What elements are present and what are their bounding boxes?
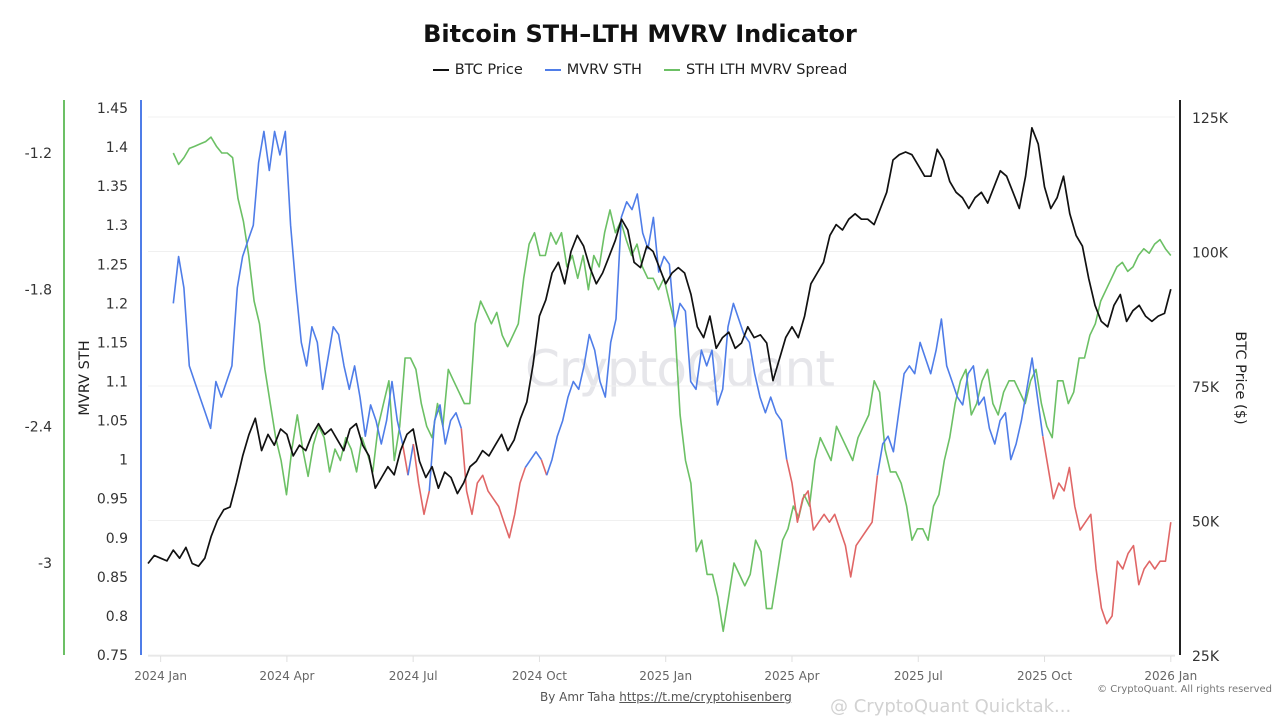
- price-tick-label: 125K: [1192, 111, 1229, 127]
- series-segment-mvrv-sth: [876, 318, 1044, 476]
- x-tick-label: 2024 Apr: [259, 669, 314, 683]
- mvrv-tick-label: 1.15: [97, 335, 128, 351]
- mvrv-tick-label: 0.8: [106, 609, 128, 625]
- price-tick-label: 25K: [1192, 649, 1220, 665]
- series-segment-mvrv-below-one: [401, 443, 409, 476]
- mvrv-tick-label: 1.05: [97, 414, 128, 430]
- legend-item-spread[interactable]: STH LTH MVRV Spread: [663, 62, 848, 78]
- mvrv-tick-label: 1.1: [106, 375, 128, 391]
- footer-link[interactable]: https://t.me/cryptohisenberg: [619, 690, 792, 704]
- series-segment-mvrv-sth: [407, 443, 415, 476]
- gridlines: [148, 116, 1175, 656]
- series-segment-mvrv-below-one: [1042, 436, 1172, 625]
- series-line-btc-price: [147, 126, 1172, 568]
- mvrv-tick-label: 0.75: [97, 648, 128, 664]
- series-segment-mvrv-below-one: [460, 428, 527, 539]
- axes: [63, 100, 1181, 662]
- mvrv-axis-title: MVRV STH: [77, 340, 93, 415]
- series-segment-mvrv-sth: [172, 130, 404, 445]
- footer-byline: By Amr Taha: [540, 690, 616, 704]
- price-tick-label: 50K: [1192, 515, 1220, 531]
- price-tick-label: 75K: [1192, 380, 1220, 396]
- legend-swatch-btc-price: [432, 69, 449, 71]
- series-segment-mvrv-sth: [524, 451, 542, 468]
- x-tick-label: 2024 Jan: [134, 669, 187, 683]
- copyright-text: © CryptoQuant. All rights reserved: [1097, 684, 1272, 695]
- series-lines: [147, 126, 1172, 633]
- mvrv-tick-label: 1.35: [97, 179, 128, 195]
- x-tick-label: 2025 Apr: [764, 669, 819, 683]
- legend-item-mvrv-sth[interactable]: MVRV STH: [544, 62, 642, 78]
- x-tick-label: 2024 Jul: [389, 669, 438, 683]
- x-tick-label: 2026 Jan: [1144, 669, 1197, 683]
- x-tick-label: 2025 Jan: [639, 669, 692, 683]
- footer-credit: By Amr Taha https://t.me/cryptohisenberg: [540, 690, 792, 704]
- series-segment-mvrv-below-one: [785, 459, 879, 578]
- price-tick-label: 100K: [1192, 246, 1229, 262]
- series-segment-mvrv-sth: [428, 404, 463, 491]
- legend-label-mvrv-sth: MVRV STH: [566, 62, 642, 78]
- legend-label-btc-price: BTC Price: [454, 62, 523, 78]
- mvrv-tick-label: 1.25: [97, 257, 128, 273]
- mvrv-tick-label: 0.95: [97, 492, 128, 508]
- spread-tick-label: -2.4: [25, 419, 52, 435]
- tick-labels: -1.2 -1.8 -2.4 -3 1.45 1.4 1.35 1.3 1.25 1.2 1.15 1…: [25, 101, 1248, 683]
- legend-item-btc-price[interactable]: BTC Price: [432, 62, 523, 78]
- mvrv-tick-label: 0.9: [106, 531, 128, 547]
- chart-legend: BTC Price MVRV STH STH LTH MVRV Spread: [0, 62, 1280, 78]
- x-tick-label: 2025 Oct: [1017, 669, 1072, 683]
- chart-title: Bitcoin STH–LTH MVRV Indicator: [423, 20, 857, 48]
- x-tick-label: 2025 Jul: [894, 669, 943, 683]
- mvrv-tick-label: 1: [119, 453, 128, 469]
- spread-tick-label: -1.2: [25, 146, 52, 162]
- series-segment-mvrv-sth: [545, 193, 788, 476]
- series-line-spread: [172, 136, 1172, 633]
- mvrv-tick-label: 1.3: [106, 218, 128, 234]
- legend-swatch-spread: [663, 69, 680, 71]
- price-axis-title: BTC Price ($): [1232, 331, 1248, 424]
- series-segment-mvrv-below-one: [540, 459, 548, 476]
- watermark-bottom: @ CryptoQuant Quicktak...: [830, 696, 1072, 717]
- legend-swatch-mvrv-sth: [544, 69, 561, 71]
- legend-label-spread: STH LTH MVRV Spread: [685, 62, 848, 78]
- series-segment-mvrv-below-one: [412, 443, 431, 516]
- mvrv-tick-label: 0.85: [97, 570, 128, 586]
- spread-tick-label: -3: [38, 556, 52, 572]
- spread-tick-label: -1.8: [25, 283, 52, 299]
- x-tick-label: 2024 Oct: [512, 669, 567, 683]
- mvrv-tick-label: 1.2: [106, 296, 128, 312]
- mvrv-tick-label: 1.45: [97, 101, 128, 117]
- mvrv-tick-label: 1.4: [106, 140, 128, 156]
